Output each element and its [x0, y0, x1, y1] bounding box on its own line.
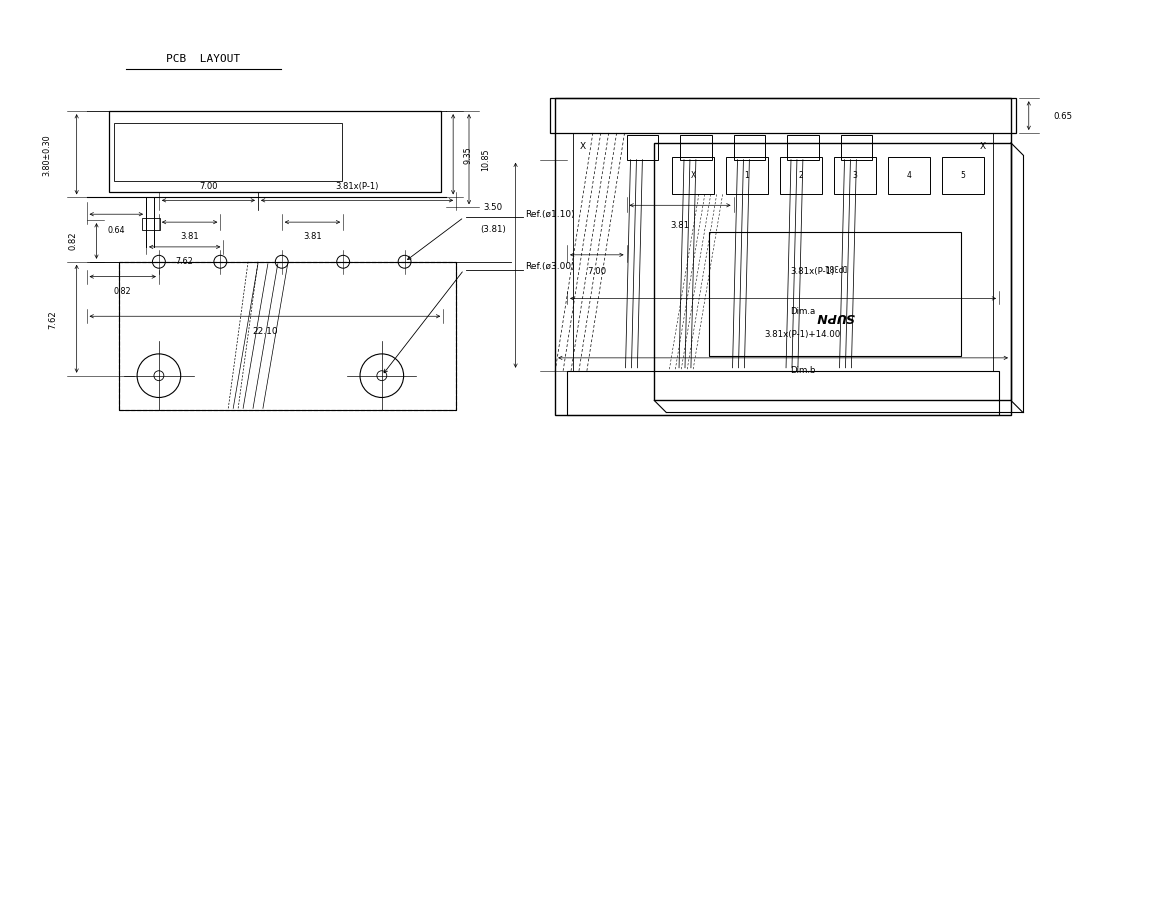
Text: 10.85: 10.85	[482, 148, 491, 171]
Text: 4: 4	[907, 171, 911, 180]
Text: Dim.b: Dim.b	[790, 366, 816, 375]
Text: 7.00: 7.00	[199, 182, 218, 191]
Text: 3.81x(P-1)+14.00: 3.81x(P-1)+14.00	[765, 329, 841, 338]
Bar	[120, 262, 456, 410]
Text: 0.65: 0.65	[1053, 112, 1073, 121]
Text: PCB  LAYOUT: PCB LAYOUT	[166, 54, 241, 64]
Text: 3.81x(P-1): 3.81x(P-1)	[790, 267, 835, 276]
Text: 5: 5	[961, 171, 965, 180]
Text: 2: 2	[798, 171, 803, 180]
Bar	[780, 157, 821, 194]
Bar	[567, 371, 999, 415]
Text: X: X	[980, 142, 986, 151]
Bar	[841, 135, 872, 159]
Bar	[551, 98, 1016, 133]
Bar	[555, 98, 1011, 415]
Text: 7.62: 7.62	[48, 310, 58, 328]
Bar	[672, 157, 714, 194]
Text: 7.00: 7.00	[588, 267, 606, 276]
Text: DP381: DP381	[824, 262, 847, 271]
Text: 7.62: 7.62	[176, 257, 194, 266]
Text: 0.82: 0.82	[68, 231, 77, 250]
Bar	[114, 123, 342, 181]
Text: Ref.(ø1.10): Ref.(ø1.10)	[525, 210, 575, 219]
Text: 3.81: 3.81	[303, 232, 321, 241]
Text: 3.81x(P-1): 3.81x(P-1)	[335, 182, 379, 191]
Bar	[726, 157, 767, 194]
Text: SUPN: SUPN	[816, 310, 855, 323]
Text: 0.64: 0.64	[107, 226, 126, 235]
Text: Dim.a: Dim.a	[790, 307, 816, 316]
Bar	[109, 112, 441, 193]
Text: 3.80±0.30: 3.80±0.30	[43, 134, 52, 176]
Text: X: X	[579, 142, 586, 151]
Text: (3.81): (3.81)	[480, 225, 506, 234]
Bar	[573, 133, 993, 371]
Bar	[734, 135, 765, 159]
Text: 22.10: 22.10	[252, 327, 278, 336]
Text: 0.82: 0.82	[113, 287, 131, 296]
Text: X: X	[690, 171, 696, 180]
Bar	[708, 232, 962, 356]
Text: 3.50: 3.50	[483, 202, 502, 211]
Bar	[680, 135, 712, 159]
Bar	[888, 157, 930, 194]
Bar	[142, 218, 160, 230]
Bar	[787, 135, 819, 159]
Bar	[627, 135, 658, 159]
Bar	[120, 262, 456, 410]
Text: 1: 1	[744, 171, 749, 180]
Text: Ref.(ø3.00): Ref.(ø3.00)	[525, 262, 575, 271]
Text: 3.81: 3.81	[670, 220, 690, 230]
Bar	[942, 157, 984, 194]
Bar	[834, 157, 876, 194]
Bar	[654, 143, 1011, 400]
Text: 9.35: 9.35	[463, 146, 472, 164]
Text: 3.81: 3.81	[181, 232, 199, 241]
Text: 3: 3	[852, 171, 857, 180]
